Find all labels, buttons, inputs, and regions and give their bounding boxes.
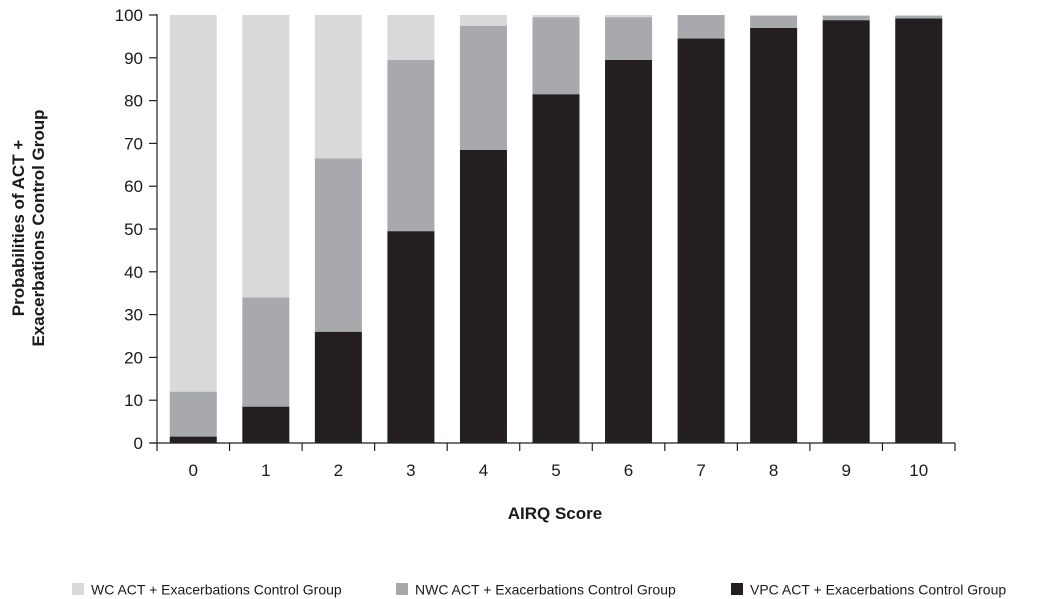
bar-segment-s0-3 xyxy=(387,231,435,443)
bar-segment-s0-7 xyxy=(677,38,725,443)
y-axis-title-line-2: Exacerbations Control Group xyxy=(29,109,48,346)
y-tick-label-20: 20 xyxy=(124,348,143,367)
x-tick-label-1: 1 xyxy=(261,461,270,480)
legend-label-1: NWC ACT + Exacerbations Control Group xyxy=(415,582,676,598)
bar-segment-s1-9 xyxy=(822,15,870,21)
bar-segment-s0-6 xyxy=(605,59,653,443)
y-axis-title-line-1: Probabilities of ACT + xyxy=(9,140,28,317)
bar-segment-s0-0 xyxy=(169,436,217,443)
bar-segment-s1-7 xyxy=(677,15,725,39)
legend-label-0: VPC ACT + Exacerbations Control Group xyxy=(750,582,1006,598)
y-tick-label-100: 100 xyxy=(115,6,143,25)
x-tick-label-0: 0 xyxy=(189,461,198,480)
y-tick-label-60: 60 xyxy=(124,177,143,196)
bar-segment-s1-10 xyxy=(895,15,943,19)
x-tick-label-6: 6 xyxy=(624,461,633,480)
bar-segment-s2-0 xyxy=(169,15,217,392)
bar-segment-s2-1 xyxy=(242,15,290,298)
x-tick-label-3: 3 xyxy=(406,461,415,480)
legend-swatch-2 xyxy=(72,583,84,595)
y-tick-label-40: 40 xyxy=(124,263,143,282)
legend-swatch-0 xyxy=(731,583,743,595)
bars-layer xyxy=(169,15,943,444)
bar-segment-s2-9 xyxy=(822,15,870,16)
x-tick-label-2: 2 xyxy=(334,461,343,480)
y-tick-label-70: 70 xyxy=(124,134,143,153)
y-tick-label-80: 80 xyxy=(124,92,143,111)
legend-label-2: WC ACT + Exacerbations Control Group xyxy=(91,582,342,598)
legend-swatch-1 xyxy=(396,583,408,595)
y-tick-label-0: 0 xyxy=(134,434,143,453)
bar-segment-s0-1 xyxy=(242,406,290,443)
x-tick-label-7: 7 xyxy=(696,461,705,480)
bar-segment-s2-8 xyxy=(750,15,798,16)
x-tick-label-9: 9 xyxy=(841,461,850,480)
bar-segment-s2-4 xyxy=(459,15,507,26)
bar-segment-s1-2 xyxy=(314,158,362,332)
bar-segment-s1-1 xyxy=(242,297,290,407)
x-axis-title: AIRQ Score xyxy=(508,504,602,523)
bar-segment-s0-8 xyxy=(750,27,798,444)
bar-segment-s2-2 xyxy=(314,15,362,159)
y-tick-label-10: 10 xyxy=(124,391,143,410)
y-axis-title: Probabilities of ACT + Exacerbations Con… xyxy=(9,109,48,346)
bar-segment-s2-5 xyxy=(532,15,580,18)
axes-layer: 0 10 20 30 40 50 60 70 80 90 100 0 1 2 3 4 5 6 7 8 9 10 xyxy=(115,6,956,480)
x-tick-label-8: 8 xyxy=(769,461,778,480)
x-tick-label-10: 10 xyxy=(909,461,928,480)
bar-segment-s1-3 xyxy=(387,59,435,232)
legend: WC ACT + Exacerbations Control Group NWC … xyxy=(72,582,1006,598)
x-tick-label-4: 4 xyxy=(479,461,488,480)
bar-segment-s1-5 xyxy=(532,17,580,95)
bar-segment-s1-0 xyxy=(169,391,217,437)
bar-segment-s0-2 xyxy=(314,331,362,443)
bar-segment-s2-10 xyxy=(895,15,943,16)
y-tick-label-90: 90 xyxy=(124,49,143,68)
y-tick-label-50: 50 xyxy=(124,220,143,239)
bar-segment-s2-3 xyxy=(387,15,435,60)
x-tick-label-5: 5 xyxy=(551,461,560,480)
bar-segment-s0-4 xyxy=(459,149,507,443)
bar-segment-s2-6 xyxy=(605,15,653,18)
y-tick-label-30: 30 xyxy=(124,306,143,325)
bar-segment-s0-9 xyxy=(822,20,870,443)
bar-segment-s1-6 xyxy=(605,17,653,60)
bar-segment-s0-5 xyxy=(532,94,580,444)
bar-segment-s1-4 xyxy=(459,25,507,150)
bar-segment-s1-8 xyxy=(750,15,798,28)
bar-segment-s0-10 xyxy=(895,18,943,443)
